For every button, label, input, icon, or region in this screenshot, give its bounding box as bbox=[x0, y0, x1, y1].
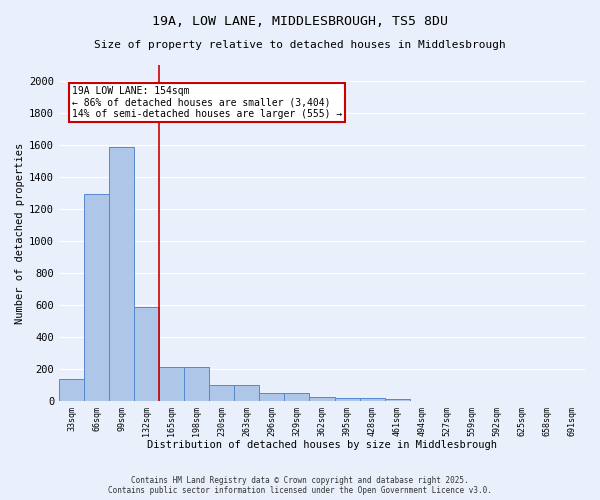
Bar bbox=[310, 397, 335, 401]
Bar bbox=[359, 398, 385, 401]
Bar bbox=[134, 308, 159, 401]
Bar bbox=[385, 398, 410, 401]
Bar bbox=[59, 378, 84, 401]
Text: Size of property relative to detached houses in Middlesbrough: Size of property relative to detached ho… bbox=[94, 40, 506, 50]
Bar bbox=[259, 393, 284, 401]
Text: Contains HM Land Registry data © Crown copyright and database right 2025.
Contai: Contains HM Land Registry data © Crown c… bbox=[108, 476, 492, 495]
Bar bbox=[335, 398, 359, 401]
Bar bbox=[84, 194, 109, 401]
Y-axis label: Number of detached properties: Number of detached properties bbox=[15, 142, 25, 324]
Bar bbox=[184, 366, 209, 401]
Text: 19A, LOW LANE, MIDDLESBROUGH, TS5 8DU: 19A, LOW LANE, MIDDLESBROUGH, TS5 8DU bbox=[152, 15, 448, 28]
Bar bbox=[284, 393, 310, 401]
Text: 19A LOW LANE: 154sqm
← 86% of detached houses are smaller (3,404)
14% of semi-de: 19A LOW LANE: 154sqm ← 86% of detached h… bbox=[71, 86, 342, 119]
X-axis label: Distribution of detached houses by size in Middlesbrough: Distribution of detached houses by size … bbox=[147, 440, 497, 450]
Bar bbox=[109, 146, 134, 401]
Bar bbox=[159, 366, 184, 401]
Bar bbox=[235, 385, 259, 401]
Bar bbox=[209, 385, 235, 401]
